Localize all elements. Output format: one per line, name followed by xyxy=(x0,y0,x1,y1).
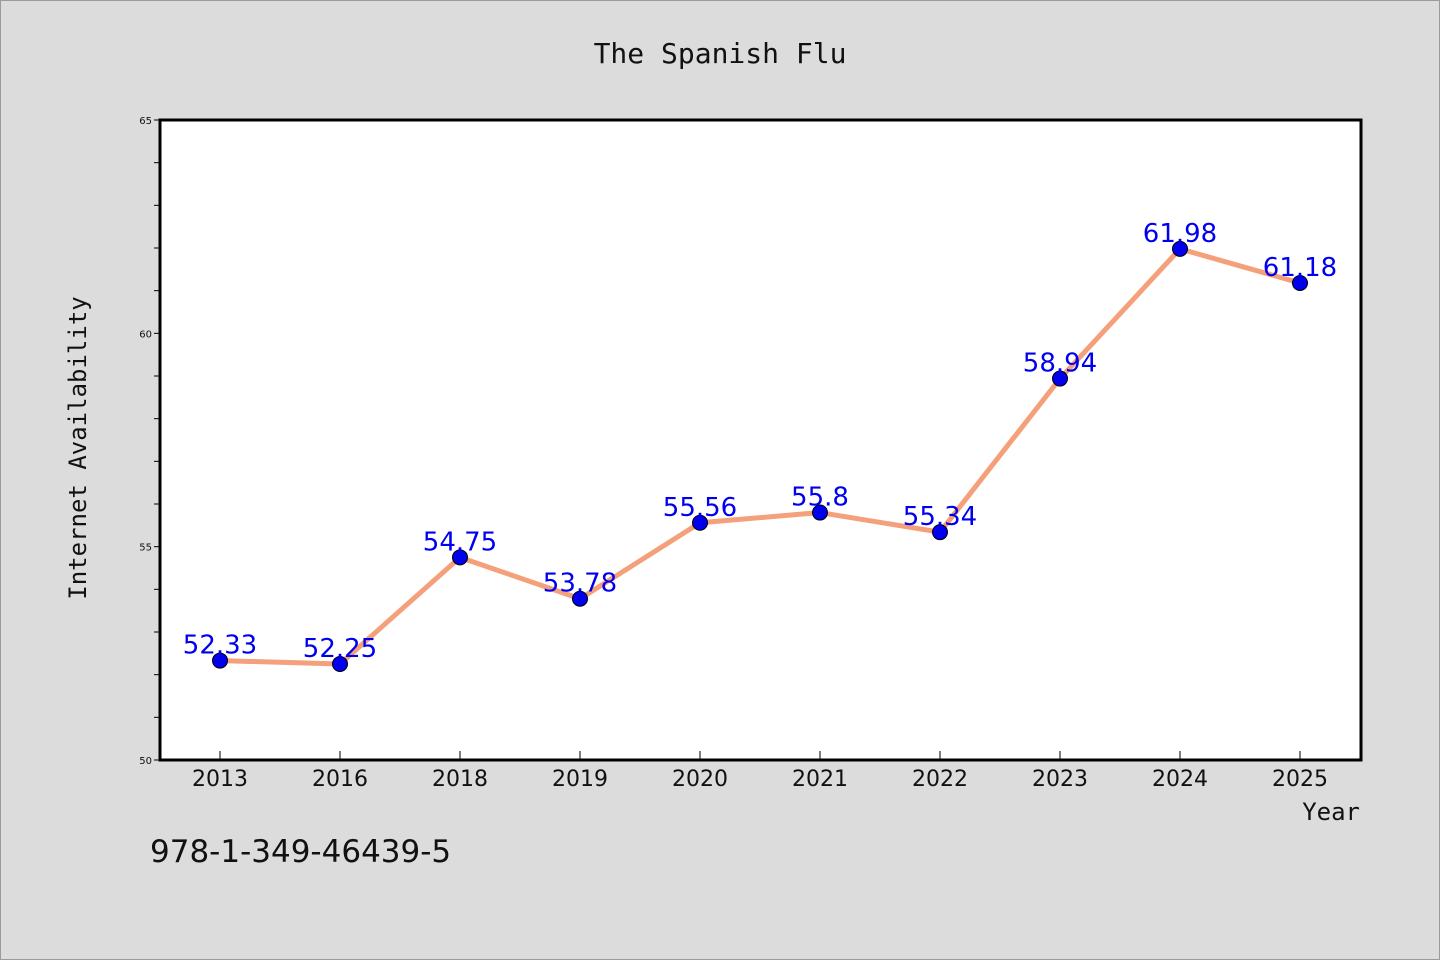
y-axis-label: Internet Availability xyxy=(64,296,92,599)
x-tick-label: 2022 xyxy=(912,767,968,792)
data-label: 55.8 xyxy=(791,483,849,513)
data-point xyxy=(572,590,588,607)
x-tick-label: 2021 xyxy=(792,767,848,792)
x-tick-label: 2013 xyxy=(192,767,248,792)
footer-code: 978-1-349-46439-5 xyxy=(150,834,452,870)
y-tick-label: 55 xyxy=(139,543,152,554)
x-tick-label: 2024 xyxy=(1152,767,1208,792)
data-point xyxy=(212,652,228,669)
data-label: 58.94 xyxy=(1023,349,1097,379)
data-label: 61.18 xyxy=(1263,253,1337,283)
data-label: 55.34 xyxy=(903,502,977,532)
data-point xyxy=(932,524,948,541)
data-point xyxy=(1052,370,1068,387)
data-label: 52.25 xyxy=(303,634,377,664)
plot-area xyxy=(158,118,1363,762)
data-point xyxy=(812,504,828,521)
x-tick-label: 2018 xyxy=(432,767,488,792)
x-tick-label: 2025 xyxy=(1272,767,1328,792)
data-label: 52.33 xyxy=(183,631,257,661)
x-tick-label: 2023 xyxy=(1032,767,1088,792)
data-label: 53.78 xyxy=(543,569,617,599)
data-label: 61.98 xyxy=(1143,219,1217,249)
data-label: 55.56 xyxy=(663,493,737,523)
data-label: 54.75 xyxy=(423,527,497,557)
chart-title: The Spanish Flu xyxy=(594,37,847,70)
x-tick-label: 2020 xyxy=(672,767,728,792)
data-point xyxy=(692,514,708,531)
series-line xyxy=(217,246,1303,667)
x-tick-label: 2019 xyxy=(552,767,608,792)
data-point xyxy=(1292,274,1308,291)
x-axis: 2013 2016 2018 2019 2020 2021 2022 2023 2024 2025 xyxy=(192,751,1328,792)
y-tick-label: 50 xyxy=(139,756,152,767)
y-tick-label: 65 xyxy=(139,116,152,127)
data-point xyxy=(452,549,468,566)
series-layer: 52.33 52.25 54.75 53.78 55.56 55.8 55.34 58.94 6… xyxy=(183,219,1337,672)
data-point xyxy=(332,656,348,672)
y-axis: 50 55 60 65 xyxy=(139,116,160,767)
x-tick-label: 2016 xyxy=(312,767,368,792)
data-point xyxy=(1172,240,1188,257)
y-tick-label: 60 xyxy=(139,329,152,340)
x-axis-label: Year xyxy=(1302,798,1360,826)
